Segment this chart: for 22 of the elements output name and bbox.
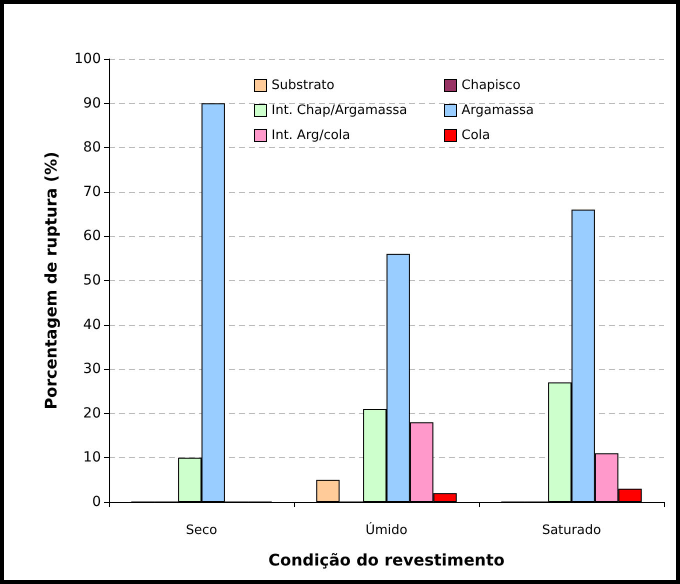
legend-label: Substrato — [272, 78, 335, 93]
legend-label: Chapisco — [462, 78, 521, 93]
x-tick-label: Úmido — [366, 521, 408, 538]
y-tick-label: 70 — [83, 184, 101, 200]
legend-label: Cola — [462, 128, 490, 143]
x-tick-label: Seco — [186, 523, 218, 538]
y-tick-label: 100 — [74, 51, 101, 67]
y-tick-label: 60 — [83, 228, 101, 244]
x-axis-title: Condição do revestimento — [268, 550, 505, 570]
y-tick-label: 0 — [92, 494, 101, 510]
y-tick-label: 30 — [83, 361, 101, 378]
y-tick-label: 80 — [83, 140, 101, 156]
y-tick-label: 40 — [83, 316, 101, 333]
legend-label: Int. Arg/cola — [272, 128, 350, 143]
y-tick-label: 50 — [83, 272, 101, 288]
legend-label: Int. Chap/Argamassa — [272, 103, 408, 118]
y-tick-label: 10 — [83, 450, 101, 466]
y-tick-label: 20 — [83, 405, 101, 422]
y-axis-title: Porcentagem de ruptura (%) — [42, 152, 60, 410]
legend-label: Argamassa — [462, 103, 534, 118]
x-tick-label: Saturado — [542, 523, 602, 538]
y-tick-label: 90 — [83, 95, 101, 112]
